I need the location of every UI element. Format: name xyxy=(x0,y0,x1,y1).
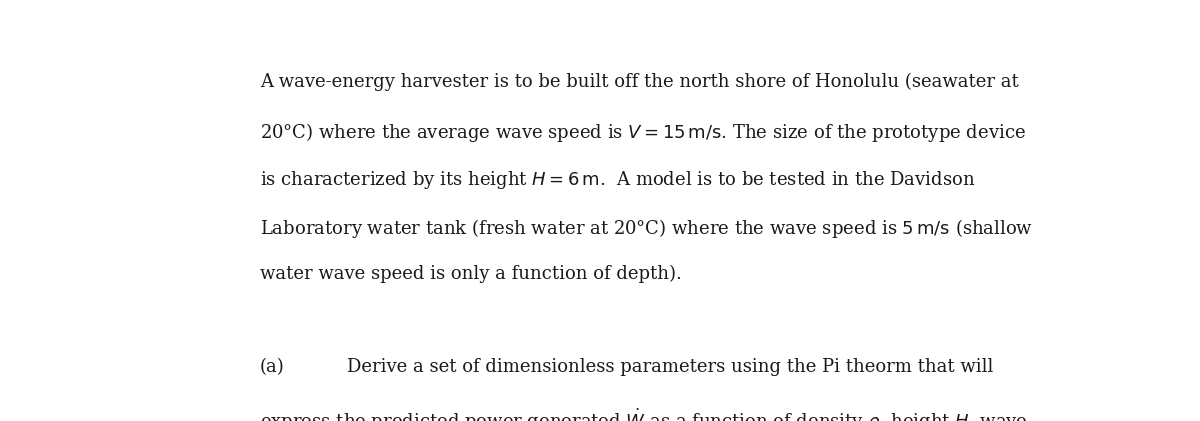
Text: Derive a set of dimensionless parameters using the Pi theorm that will: Derive a set of dimensionless parameters… xyxy=(347,359,994,376)
Text: (a): (a) xyxy=(259,359,284,376)
Text: A wave-energy harvester is to be built off the north shore of Honolulu (seawater: A wave-energy harvester is to be built o… xyxy=(259,73,1019,91)
Text: water wave speed is only a function of depth).: water wave speed is only a function of d… xyxy=(259,265,682,283)
Text: 20°C) where the average wave speed is $V = 15\,\mathrm{m/s}$. The size of the pr: 20°C) where the average wave speed is $V… xyxy=(259,121,1026,144)
Text: express the predicted power generated $\dot{W}$ as a function of density $\rho$,: express the predicted power generated $\… xyxy=(259,406,1027,421)
Text: Laboratory water tank (fresh water at 20°C) where the wave speed is $5\,\mathrm{: Laboratory water tank (fresh water at 20… xyxy=(259,217,1033,240)
Text: is characterized by its height $H = 6\,\mathrm{m}$.  A model is to be tested in : is characterized by its height $H = 6\,\… xyxy=(259,169,976,191)
